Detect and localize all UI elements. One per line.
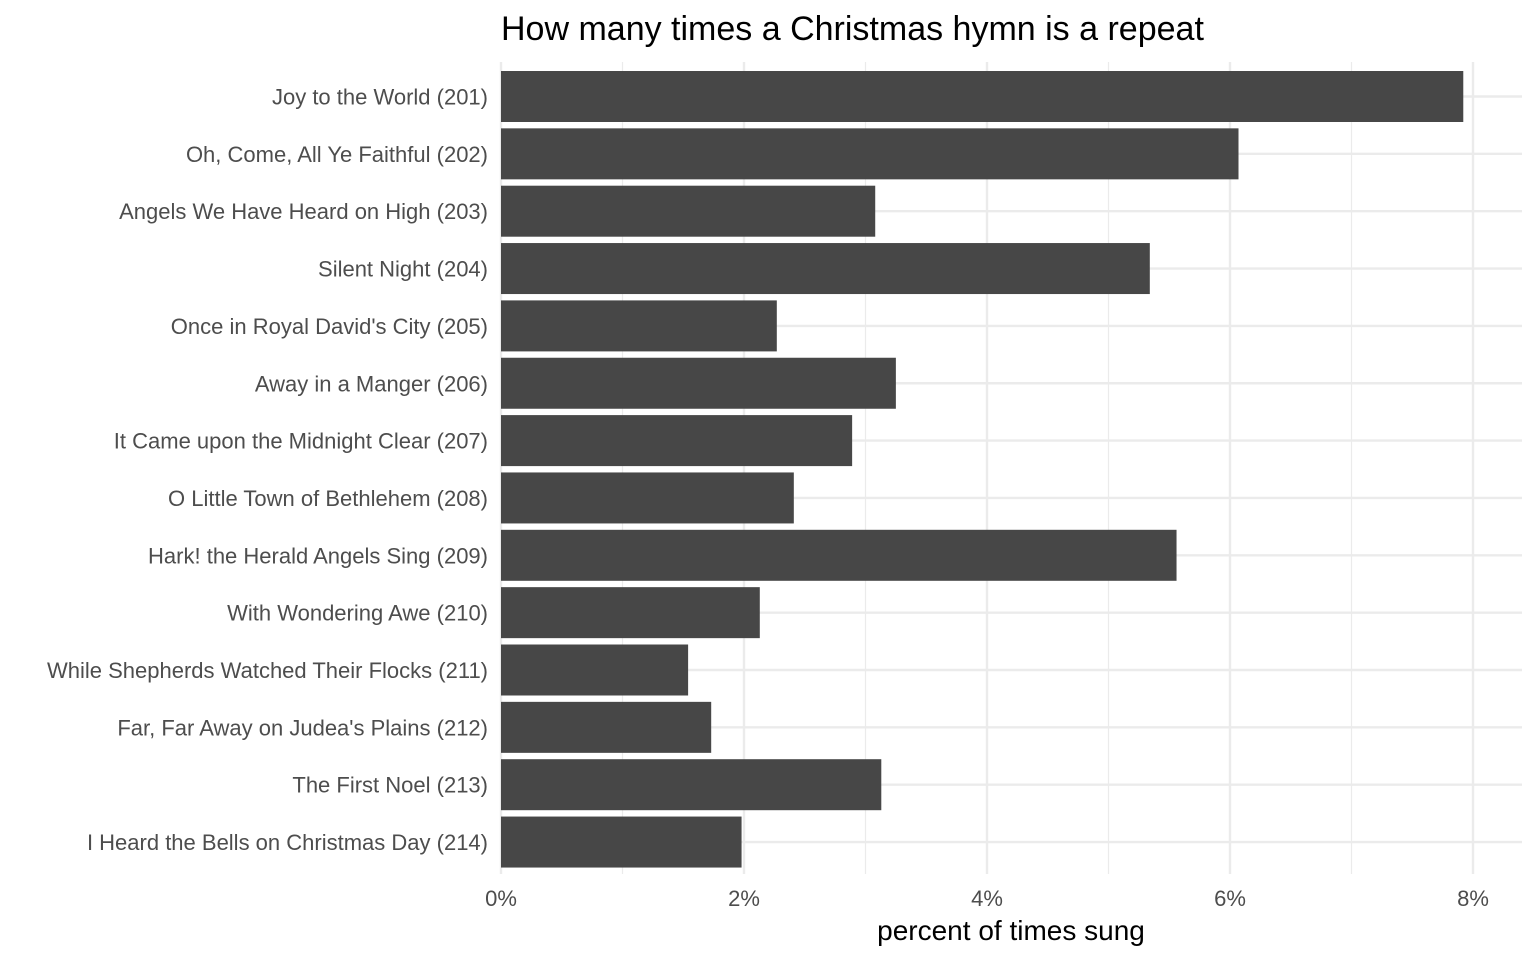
bar: [501, 816, 742, 868]
category-label: Hark! the Herald Angels Sing (209): [148, 543, 488, 568]
x-axis-title: percent of times sung: [877, 915, 1145, 946]
bar: [501, 71, 1464, 122]
category-labels: Joy to the World (201) Oh, Come, All Ye F…: [47, 85, 488, 856]
category-label: Once in Royal David's City (205): [171, 314, 488, 339]
x-tick-label: 2%: [728, 886, 760, 911]
category-label: O Little Town of Bethlehem (208): [168, 486, 488, 511]
category-label: Silent Night (204): [318, 257, 488, 282]
x-tick-label: 6%: [1214, 886, 1246, 911]
category-label: The First Noel (213): [292, 773, 488, 798]
bar: [501, 759, 882, 811]
category-label: Joy to the World (201): [272, 85, 488, 110]
bar: [501, 357, 896, 409]
category-label: While Shepherds Watched Their Flocks (21…: [47, 658, 488, 683]
category-label: Oh, Come, All Ye Faithful (202): [186, 142, 488, 167]
category-label: Away in a Manger (206): [255, 371, 488, 396]
category-label: Far, Far Away on Judea's Plains (212): [117, 715, 488, 740]
category-label: I Heard the Bells on Christmas Day (214): [87, 830, 488, 855]
bar: [501, 243, 1150, 295]
x-tick-labels: 0% 2% 4% 6% 8%: [485, 886, 1489, 911]
bar: [501, 472, 794, 524]
bar: [501, 300, 777, 352]
bar: [501, 185, 876, 237]
chart-title: How many times a Christmas hymn is a rep…: [501, 10, 1204, 48]
x-tick-label: 0%: [485, 886, 517, 911]
bar: [501, 587, 760, 639]
x-tick-label: 8%: [1457, 886, 1489, 911]
category-label: With Wondering Awe (210): [227, 601, 488, 626]
bars: [501, 71, 1464, 868]
bar: [501, 701, 712, 753]
x-tick-label: 4%: [971, 886, 1003, 911]
bar: [501, 415, 853, 467]
category-label: It Came upon the Midnight Clear (207): [114, 429, 488, 454]
bar: [501, 529, 1177, 581]
bar: [501, 128, 1239, 180]
category-label: Angels We Have Heard on High (203): [119, 199, 488, 224]
bar: [501, 644, 689, 696]
